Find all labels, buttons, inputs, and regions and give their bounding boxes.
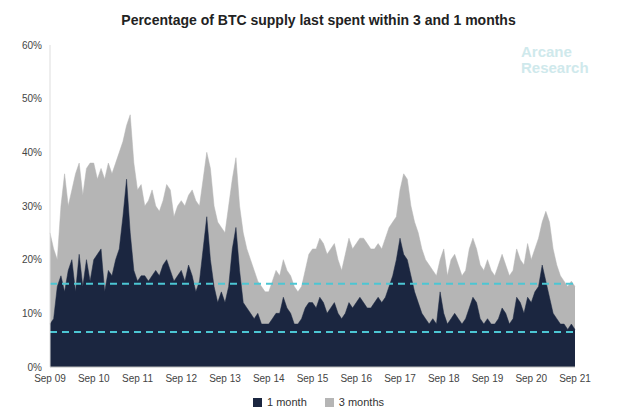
svg-text:Sep 21: Sep 21 [559, 373, 591, 384]
html-text:Arcane Research: Arcane Research [521, 43, 589, 76]
svg-text:Sep 18: Sep 18 [428, 373, 460, 384]
svg-text:Sep 12: Sep 12 [165, 373, 197, 384]
svg-text:Sep 16: Sep 16 [340, 373, 372, 384]
svg-text:Sep 17: Sep 17 [384, 373, 416, 384]
html-text:1 month: 1 month [267, 396, 307, 408]
svg-text:Sep 10: Sep 10 [78, 373, 110, 384]
svg-text:0%: 0% [28, 362, 43, 373]
svg-text:Sep 15: Sep 15 [297, 373, 329, 384]
svg-text:Sep 13: Sep 13 [209, 373, 241, 384]
svg-text:Sep 14: Sep 14 [253, 373, 285, 384]
svg-text:10%: 10% [22, 308, 42, 319]
html-text:3 months: 3 months [338, 396, 384, 408]
svg-text:50%: 50% [22, 93, 42, 104]
svg-text:Sep 11: Sep 11 [122, 373, 153, 384]
svg-text:Sep 20: Sep 20 [515, 373, 547, 384]
svg-text:Sep 19: Sep 19 [472, 373, 504, 384]
html-text:Percentage of BTC supply last: Percentage of BTC supply last spent with… [121, 12, 516, 28]
svg-text:60%: 60% [22, 40, 42, 51]
svg-text:40%: 40% [22, 147, 42, 158]
svg-text:30%: 30% [22, 201, 42, 212]
svg-text:Sep 09: Sep 09 [34, 373, 66, 384]
svg-text:20%: 20% [22, 254, 42, 265]
